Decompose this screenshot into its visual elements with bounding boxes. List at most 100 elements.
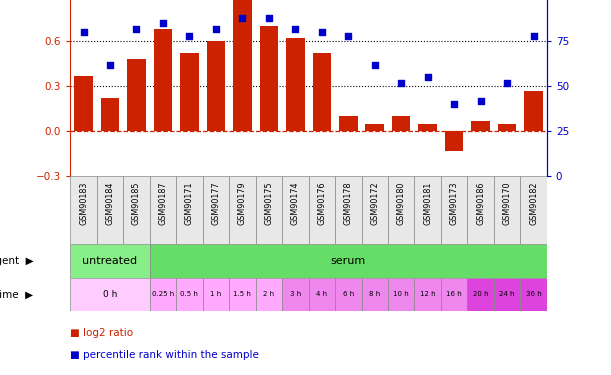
Bar [467, 176, 494, 244]
Text: 2 h: 2 h [263, 291, 274, 297]
Bar [255, 176, 282, 244]
Text: GSM90182: GSM90182 [529, 182, 538, 225]
Text: ■ log2 ratio: ■ log2 ratio [70, 327, 133, 338]
Bar [282, 278, 309, 311]
Point [317, 29, 327, 35]
Bar [176, 176, 203, 244]
Text: GSM90181: GSM90181 [423, 182, 432, 225]
Bar [392, 116, 411, 131]
Bar [70, 176, 97, 244]
Bar [445, 131, 463, 151]
Text: 20 h: 20 h [473, 291, 488, 297]
Point [423, 74, 433, 80]
Text: 0.5 h: 0.5 h [180, 291, 199, 297]
Text: 0 h: 0 h [103, 290, 117, 299]
Bar [335, 176, 362, 244]
Point [158, 20, 168, 26]
Bar [229, 176, 255, 244]
Bar [154, 29, 172, 131]
Text: 12 h: 12 h [420, 291, 436, 297]
Bar [282, 176, 309, 244]
Bar [207, 41, 225, 131]
Text: ■ percentile rank within the sample: ■ percentile rank within the sample [70, 350, 259, 360]
Text: 0.25 h: 0.25 h [152, 291, 174, 297]
Bar [70, 278, 150, 311]
Bar [521, 176, 547, 244]
Bar [414, 176, 441, 244]
Bar [150, 176, 176, 244]
Bar [335, 278, 362, 311]
Point [449, 101, 459, 107]
Bar [524, 91, 543, 131]
Bar [255, 278, 282, 311]
Text: GSM90178: GSM90178 [344, 182, 353, 225]
Bar [362, 176, 388, 244]
Point [185, 33, 194, 39]
Bar [414, 278, 441, 311]
Text: GSM90176: GSM90176 [317, 182, 326, 225]
Text: 3 h: 3 h [290, 291, 301, 297]
Point [131, 26, 141, 32]
Bar [150, 278, 176, 311]
Text: untreated: untreated [82, 256, 137, 266]
Bar [75, 76, 93, 131]
Text: 4 h: 4 h [316, 291, 327, 297]
Bar [309, 176, 335, 244]
Point [211, 26, 221, 32]
Bar [388, 176, 414, 244]
Bar [180, 53, 199, 131]
Text: 6 h: 6 h [343, 291, 354, 297]
Point [397, 80, 406, 86]
Text: GSM90174: GSM90174 [291, 182, 300, 225]
Point [238, 15, 247, 21]
Bar [388, 278, 414, 311]
Text: 1 h: 1 h [210, 291, 222, 297]
Text: 8 h: 8 h [369, 291, 381, 297]
Point [290, 26, 300, 32]
Point [476, 98, 486, 104]
Bar [260, 26, 278, 131]
Bar [176, 278, 203, 311]
Bar [441, 278, 467, 311]
Text: GSM90175: GSM90175 [265, 182, 273, 225]
Text: GSM90187: GSM90187 [158, 182, 167, 225]
Text: GSM90170: GSM90170 [503, 182, 511, 225]
Bar [70, 244, 150, 278]
Bar [339, 116, 357, 131]
Bar [203, 278, 229, 311]
Bar [362, 278, 388, 311]
Point [343, 33, 353, 39]
Bar [365, 124, 384, 131]
Text: time  ▶: time ▶ [0, 290, 34, 299]
Text: serum: serum [331, 256, 366, 266]
Bar [498, 124, 516, 131]
Bar [203, 176, 229, 244]
Bar [127, 59, 145, 131]
Bar [494, 278, 521, 311]
Bar [494, 176, 521, 244]
Bar [472, 121, 490, 131]
Text: agent  ▶: agent ▶ [0, 256, 34, 266]
Bar [233, 0, 252, 131]
Bar [419, 124, 437, 131]
Point [264, 15, 274, 21]
Text: GSM90185: GSM90185 [132, 182, 141, 225]
Text: GSM90172: GSM90172 [370, 182, 379, 225]
Text: 16 h: 16 h [446, 291, 462, 297]
Bar [467, 278, 494, 311]
Text: GSM90173: GSM90173 [450, 182, 459, 225]
Point [105, 62, 115, 68]
Bar [313, 53, 331, 131]
Bar [521, 278, 547, 311]
Bar [123, 176, 150, 244]
Point [502, 80, 512, 86]
Text: GSM90179: GSM90179 [238, 182, 247, 225]
Point [529, 33, 538, 39]
Text: GSM90186: GSM90186 [476, 182, 485, 225]
Text: GSM90171: GSM90171 [185, 182, 194, 225]
Bar [97, 176, 123, 244]
Text: 10 h: 10 h [393, 291, 409, 297]
Text: 24 h: 24 h [499, 291, 515, 297]
Text: 36 h: 36 h [525, 291, 541, 297]
Point [79, 29, 89, 35]
